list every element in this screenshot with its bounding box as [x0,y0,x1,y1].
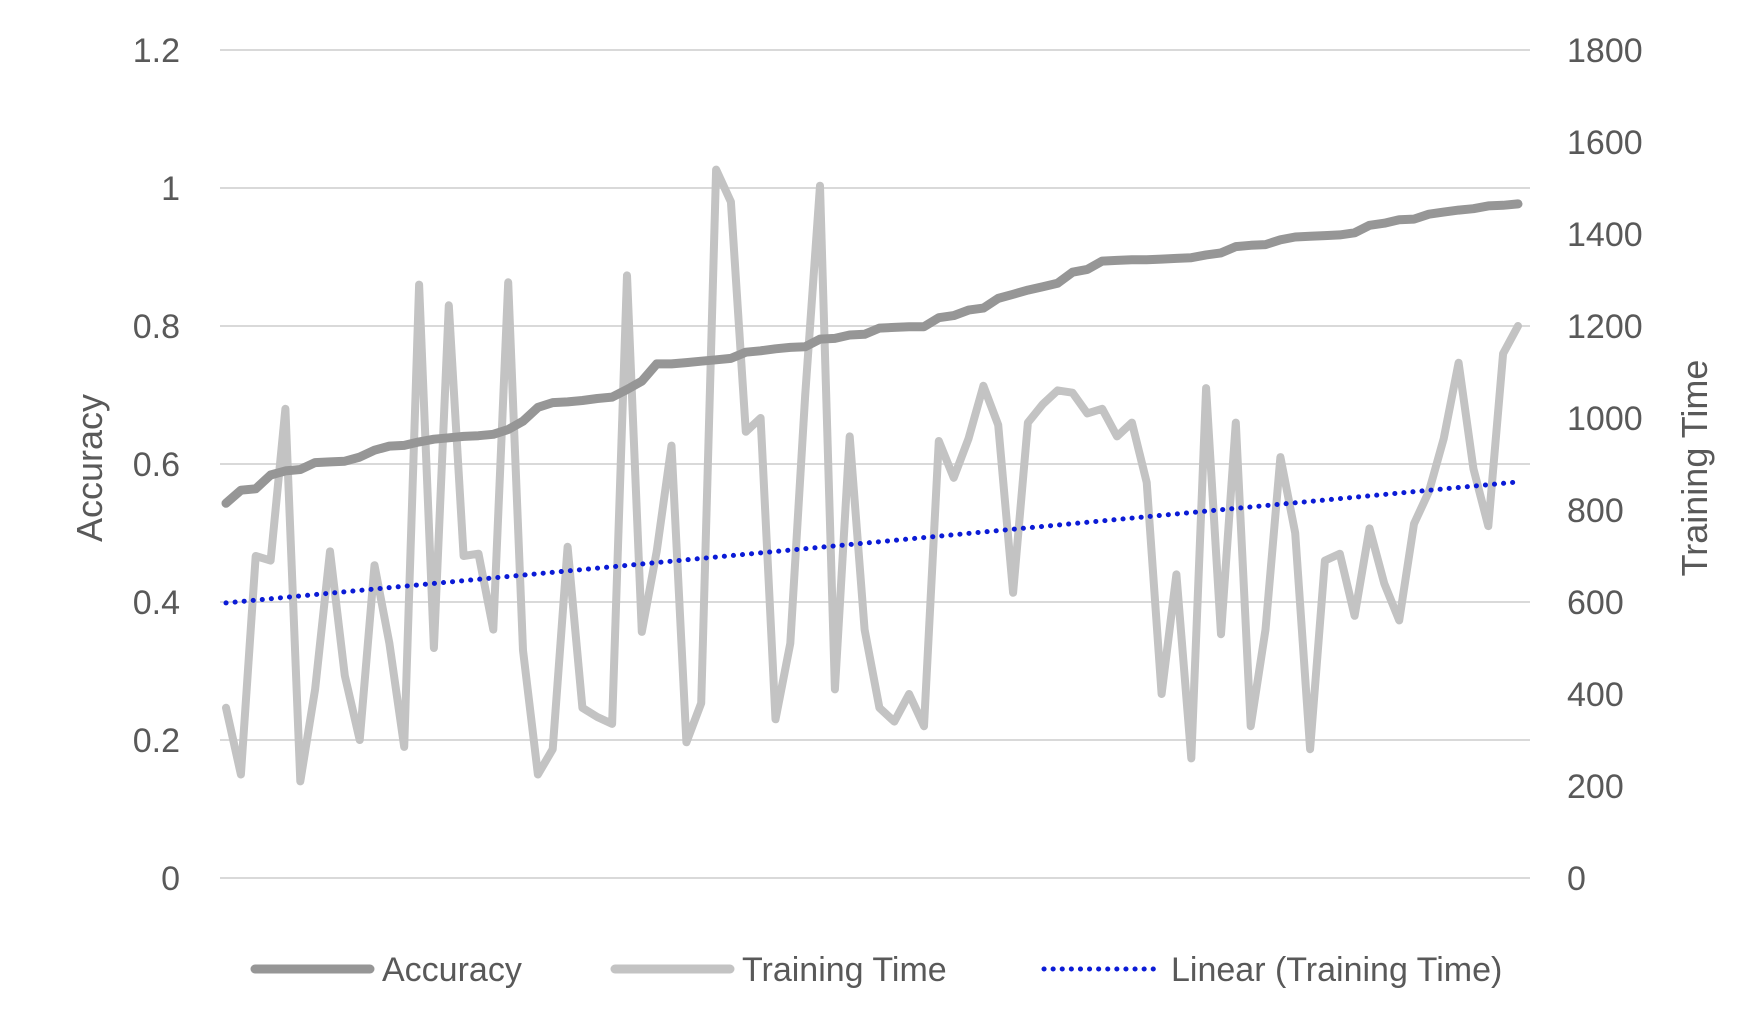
series-line-training-time [222,165,1522,786]
right-tick-label: 0 [1567,860,1586,898]
left-tick-label: 1 [161,170,180,208]
left-tick-label: 0.4 [133,584,180,622]
left-tick-label: 0.8 [133,308,180,346]
left-tick-label: 0.2 [133,722,180,760]
right-tick-label: 400 [1567,676,1624,714]
right-axis-ticks: 0 200 400 600 800 1000 1200 1400 1600 1800 [1567,32,1643,898]
right-tick-label: 600 [1567,584,1624,622]
right-tick-label: 200 [1567,768,1624,806]
legend: Accuracy Training Time Linear (Training … [250,951,1502,989]
series-layer [221,165,1523,786]
right-tick-label: 1800 [1567,32,1643,70]
legend-label-training-time: Training Time [742,951,947,989]
right-tick-label: 1600 [1567,124,1643,162]
legend-label-linear-training-time: Linear (Training Time) [1171,951,1502,989]
left-tick-label: 0 [161,860,180,898]
right-tick-label: 1400 [1567,216,1643,254]
right-axis-title: Training Time [1674,360,1715,577]
right-tick-label: 1000 [1567,400,1643,438]
left-axis-title: Accuracy [69,394,110,542]
right-tick-label: 1200 [1567,308,1643,346]
legend-label-accuracy: Accuracy [382,951,522,989]
series-line-accuracy [221,199,1523,508]
right-tick-label: 800 [1567,492,1624,530]
left-tick-label: 0.6 [133,446,180,484]
series-line-linear-training-time [223,479,1521,606]
left-tick-label: 1.2 [133,32,180,70]
left-axis-ticks: 0 0.2 0.4 0.6 0.8 1 1.2 [133,32,180,898]
